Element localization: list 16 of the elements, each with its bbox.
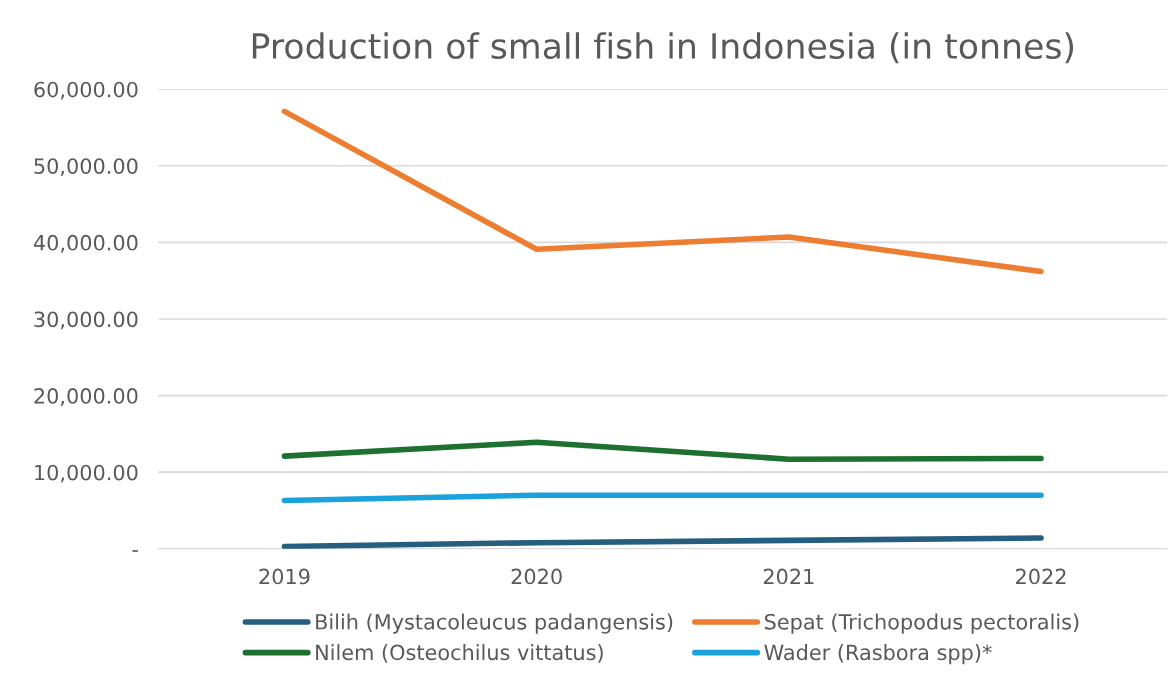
legend-label: Nilem (Osteochilus vittatus) (316, 644, 603, 663)
y-tick-label: 30,000.00 (34, 311, 138, 330)
legend-label: Sepat (Trichopodus pectoralis) (764, 613, 1079, 634)
y-tick-label: - (132, 550, 138, 552)
y-tick-label: 10,000.00 (35, 464, 138, 483)
y-tick-label: 20,000.00 (34, 388, 138, 406)
legend-label: Wader (Rasbora spp)* (764, 644, 992, 665)
y-tick-label: 40,000.00 (33, 234, 138, 253)
x-tick-label: 2020 (511, 568, 562, 585)
chart-title: Production of small fish in Indonesia (in tonnes) (252, 32, 1074, 64)
x-tick-label: 2022 (1016, 568, 1066, 585)
y-tick-label: 60,000.00 (34, 81, 138, 100)
y-tick-label: 50,000.00 (34, 158, 138, 177)
legend-label: Bilih (Mystacoleucus padangensis) (316, 613, 673, 634)
x-tick-label: 2019 (259, 568, 310, 585)
x-tick-label: 2021 (763, 568, 814, 585)
